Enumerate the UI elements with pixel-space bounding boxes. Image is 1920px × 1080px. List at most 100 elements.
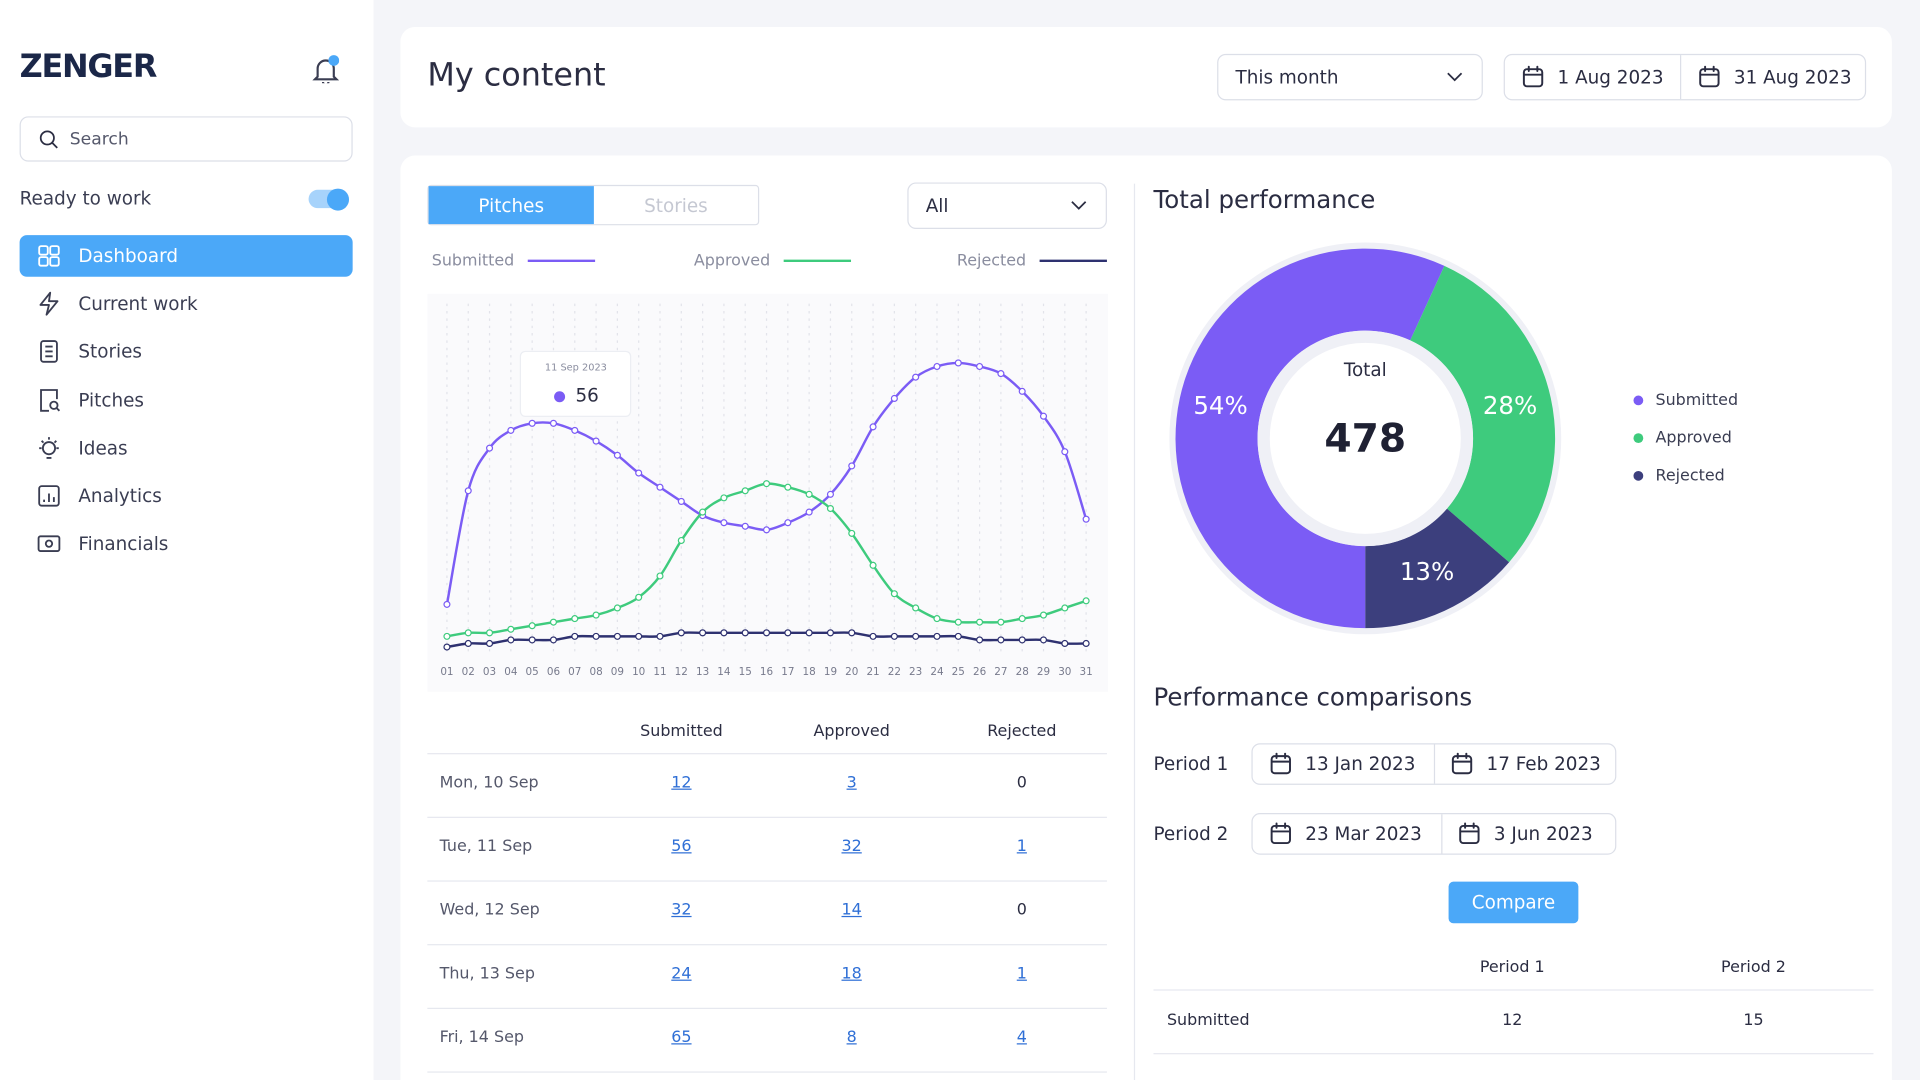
data-point <box>677 536 685 545</box>
period-from: 23 Mar 2023 <box>1305 822 1422 845</box>
cell-link[interactable]: 56 <box>671 837 692 856</box>
cell-link[interactable]: 32 <box>841 837 862 856</box>
data-point <box>848 629 856 637</box>
icon <box>38 485 60 507</box>
legend-label: Submitted <box>1656 390 1739 409</box>
date-range[interactable]: 1 Aug 2023 31 Aug 2023 <box>1503 53 1867 101</box>
nav-item[interactable]: Analytics <box>20 475 353 517</box>
icon-holder <box>1697 65 1721 89</box>
cell-link[interactable]: 12 <box>671 773 692 793</box>
cell-link[interactable]: 65 <box>671 1028 692 1047</box>
data-point <box>826 629 835 637</box>
cell-link[interactable]: 1 <box>1016 837 1027 856</box>
nav-label: Stories <box>78 340 143 363</box>
x-tick-label: 13 <box>696 666 709 678</box>
nav-icon <box>37 436 61 460</box>
data-point <box>976 362 984 371</box>
row-divider <box>427 1071 1107 1073</box>
nav-item[interactable]: Dashboard <box>19 235 353 277</box>
x-tick-label: 16 <box>760 666 773 678</box>
header: My content This month 1 Aug 2023 31 Aug … <box>400 26 1892 128</box>
data-point <box>443 632 451 640</box>
legend-label: Submitted <box>432 250 515 269</box>
data-point <box>976 636 984 644</box>
donut-chart: 54% Submitted 28% Approved 13% Rejected Total 4… <box>1169 242 1739 635</box>
period-to: 3 Jun 2023 <box>1493 822 1593 845</box>
data-point <box>997 636 1005 644</box>
data-point <box>528 636 536 644</box>
search-box[interactable]: Search <box>19 116 353 162</box>
cell-link[interactable]: 1 <box>1016 964 1027 984</box>
period-range[interactable]: 23 Mar 2023 3 Jun 2023 <box>1251 812 1617 855</box>
legend-dot <box>1633 433 1644 444</box>
date-to: 31 Aug 2023 <box>1733 66 1852 89</box>
x-tick-label: 19 <box>824 666 837 678</box>
cell-link[interactable]: 3 <box>846 773 857 793</box>
row-date: Fri, 14 Sep <box>439 1028 525 1047</box>
nav-label: Financials <box>78 532 169 555</box>
data-point <box>1018 615 1026 623</box>
toggle-knob <box>326 187 349 210</box>
tab-active[interactable]: Pitches <box>428 186 594 225</box>
data-point <box>571 426 579 434</box>
data-point <box>1039 611 1048 619</box>
cell-link[interactable]: 32 <box>671 901 692 920</box>
notifications[interactable] <box>312 54 340 84</box>
data-point <box>635 593 643 601</box>
x-tick-label: 25 <box>952 666 965 678</box>
icon-part <box>38 256 49 267</box>
icon <box>1451 752 1473 775</box>
filter-select[interactable]: All <box>907 182 1107 229</box>
divider <box>1433 744 1436 784</box>
icon <box>1699 65 1720 88</box>
data-point <box>912 373 920 381</box>
data-point <box>464 629 472 637</box>
nav-item[interactable]: Current work <box>20 283 353 325</box>
cell-link[interactable]: 24 <box>671 964 692 984</box>
data-point <box>571 615 579 623</box>
period-select[interactable]: This month <box>1217 53 1483 101</box>
nav-icon <box>37 244 61 268</box>
tab[interactable]: Stories <box>644 194 708 217</box>
nav-item[interactable]: Stories <box>20 331 353 373</box>
column-header: Submitted <box>640 722 723 741</box>
nav-icon <box>37 291 61 316</box>
x-tick-label: 17 <box>781 666 794 678</box>
icon <box>37 535 61 553</box>
data-point <box>613 632 621 640</box>
period-range[interactable]: 13 Jan 2023 17 Feb 2023 <box>1251 743 1617 785</box>
cell-value: 12 <box>1502 1011 1523 1030</box>
cell-link[interactable]: 8 <box>846 1028 857 1047</box>
cell-link[interactable]: 14 <box>841 901 862 920</box>
icon-holder <box>1069 196 1089 216</box>
nav-item[interactable]: Financials <box>20 523 353 565</box>
nav-item[interactable]: Ideas <box>20 427 353 469</box>
data-point <box>677 629 685 637</box>
cell-link[interactable]: 4 <box>1016 1028 1027 1047</box>
row-date: Mon, 10 Sep <box>439 773 539 793</box>
cell-link[interactable]: 18 <box>841 964 862 984</box>
data-point <box>912 632 920 640</box>
legend-label: Rejected <box>1656 465 1725 484</box>
status-toggle[interactable] <box>308 187 349 210</box>
icon-part <box>1451 755 1473 775</box>
data-point <box>826 490 835 498</box>
data-point <box>528 622 536 630</box>
x-tick-label: 22 <box>888 666 901 678</box>
data-point <box>1061 604 1069 612</box>
data-point <box>507 625 515 633</box>
x-tick-label: 29 <box>1037 666 1050 678</box>
x-tick-label: 24 <box>930 666 944 678</box>
data-point <box>592 437 600 445</box>
period-label: Period 1 <box>1153 753 1229 776</box>
cell-value: 0 <box>1016 773 1027 793</box>
icon-part <box>55 406 61 411</box>
x-tick-label: 21 <box>866 666 879 678</box>
x-tick-label: 26 <box>973 666 986 678</box>
compare-button[interactable]: Compare <box>1448 881 1579 924</box>
period-from: 13 Jan 2023 <box>1305 753 1416 776</box>
data-point <box>571 632 579 640</box>
nav-item[interactable]: Pitches <box>20 379 353 421</box>
row-divider <box>427 753 1107 755</box>
